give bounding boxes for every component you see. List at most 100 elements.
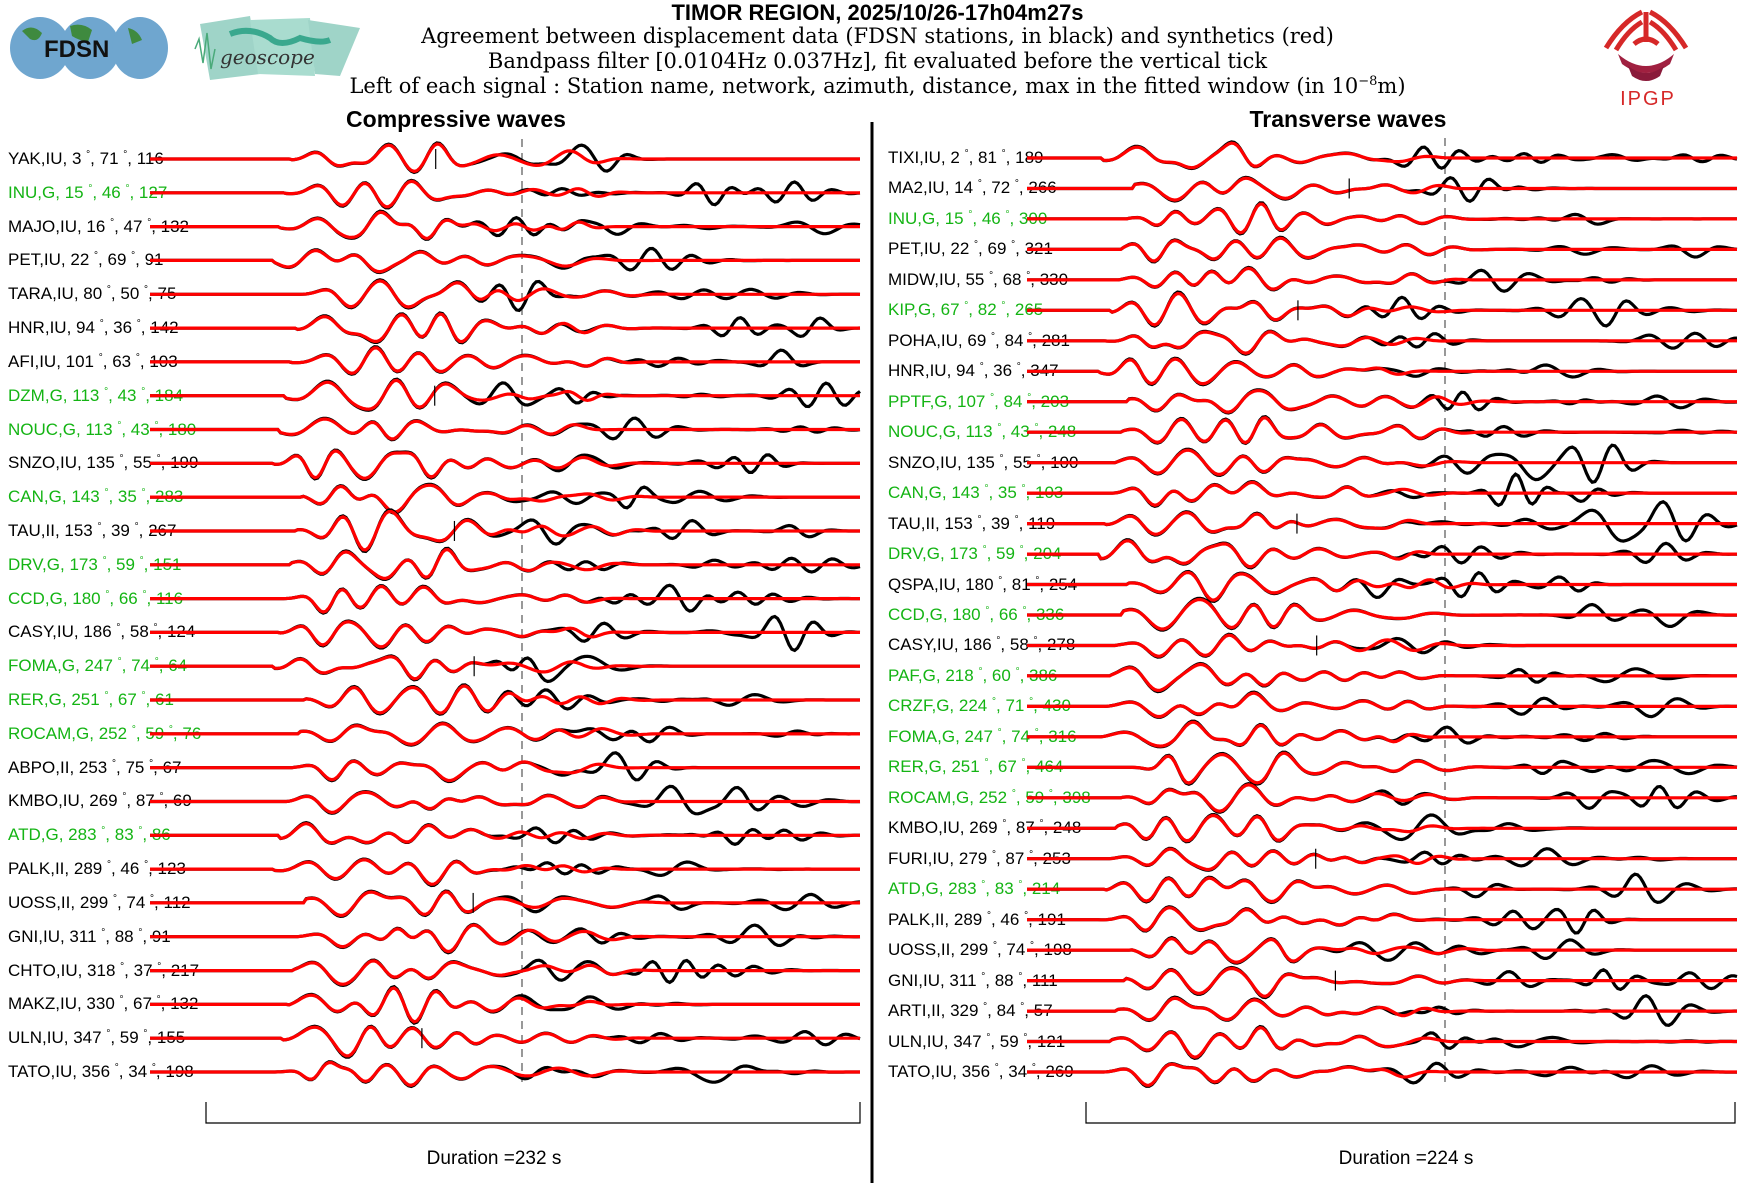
azimuth: 318 (87, 960, 116, 980)
station-label: ULN,IU, 347 °, 59 °, 121 (888, 1031, 1066, 1051)
figure-title: TIMOR REGION, 2025/10/26-17h04m27s (671, 0, 1084, 25)
synthetic-trace-dzm (150, 378, 860, 411)
azimuth: 251 (951, 757, 980, 777)
synthetic-trace-majo (150, 210, 860, 240)
azimuth: 180 (952, 605, 981, 624)
distance: 58 (1009, 635, 1029, 655)
station-name: ROCAM (888, 787, 952, 807)
synthetic-trace-tau (1027, 510, 1737, 536)
synthetic-trace-atd (150, 821, 860, 845)
distance: 66 (998, 605, 1018, 624)
azimuth: 283 (948, 879, 977, 899)
station-name: FOMA (8, 656, 58, 676)
station-label: GNI,IU, 311 °, 88 °, 111 (888, 970, 1058, 990)
distance: 71 (1005, 696, 1025, 716)
station-name: RER (8, 690, 44, 710)
distance: 34 (1008, 1062, 1028, 1081)
network: G (922, 208, 936, 228)
synthetic-trace-pet (1027, 236, 1737, 263)
station-name: PPTF (888, 391, 930, 411)
synthetic-trace-casy (150, 620, 860, 649)
network: IU (45, 149, 63, 168)
azimuth: 253 (78, 757, 108, 777)
station-label: TATO,IU, 356 °, 34 °, 269 (888, 1062, 1074, 1081)
azimuth: 269 (969, 818, 998, 838)
azimuth: 289 (953, 909, 983, 929)
subtitle-line-1: Agreement between displacement data (FDS… (421, 24, 1334, 48)
station-name: SNZO (8, 453, 56, 473)
distance: 87 (1005, 848, 1025, 868)
station-label: RER,G, 251 °, 67 °, 61 (8, 690, 174, 710)
synthetic-trace-arti (1027, 996, 1737, 1022)
azimuth: 180 (965, 574, 994, 594)
station-name: GNI (888, 970, 919, 990)
geoscope-logo: geoscope (194, 16, 360, 80)
synthetic-trace-nouc (1027, 416, 1737, 445)
azimuth: 101 (65, 351, 95, 371)
distance: 67 (997, 757, 1017, 777)
synthetic-trace-snzo (150, 449, 860, 480)
station-name: TARA (8, 284, 53, 304)
synthetic-trace-makz (150, 986, 860, 1024)
network: IU (927, 178, 945, 198)
synthetic-trace-hnr (150, 312, 860, 344)
network: G (49, 588, 63, 608)
data-trace-atd (150, 821, 860, 846)
panel-title-transverse: Transverse waves (1249, 106, 1447, 132)
station-name: DZM (8, 385, 45, 405)
network: G (922, 665, 936, 685)
synthetic-trace-abpo (150, 759, 860, 783)
azimuth: 289 (73, 859, 103, 879)
synthetic-trace-tato (1027, 1062, 1737, 1087)
synthetic-trace-uln (1027, 1026, 1737, 1059)
network: G (45, 825, 59, 845)
synthetic-trace-crzf (1027, 691, 1737, 719)
azimuth: 299 (959, 940, 989, 960)
azimuth: 22 (70, 250, 90, 270)
station-name: MIDW (888, 269, 935, 289)
station-label: ULN,IU, 347 °, 59 °, 155 (8, 1028, 186, 1048)
azimuth: 347 (953, 1031, 982, 1051)
distance: 74 (1006, 940, 1026, 960)
synthetic-trace-drv (1027, 539, 1737, 569)
station-name: CCD (8, 588, 45, 608)
station-label: ROCAM,G, 252 °, 59 °, 76 (8, 723, 202, 743)
synthetic-trace-qspa (1027, 570, 1737, 602)
exponent: −8 (1358, 74, 1378, 89)
network: IU (929, 361, 947, 381)
azimuth: 224 (958, 696, 988, 716)
station-name: PALK (888, 909, 931, 929)
fdsn-logo-text: FDSN (44, 36, 109, 63)
network: IU (932, 848, 950, 868)
station-label: TIXI,IU, 2 °, 81 °, 189 (888, 148, 1044, 167)
station-label: UOSS,II, 299 °, 74 °, 112 (8, 892, 191, 912)
distance: 88 (114, 926, 134, 946)
synthetic-trace-drv (150, 547, 860, 581)
distance: 46 (1000, 909, 1020, 929)
distance: 59 (119, 1028, 139, 1048)
station-label: INU,G, 15 °, 46 °, 300 (888, 208, 1048, 228)
station-name: FOMA (888, 726, 938, 746)
distance: 47 (123, 216, 143, 236)
network: IU (939, 452, 957, 472)
station-name: INU (8, 182, 38, 202)
distance: 66 (118, 588, 138, 608)
synthetic-trace-yak (150, 142, 860, 174)
network: G (917, 300, 932, 320)
station-label: MA2,IU, 14 °, 72 °, 266 (888, 178, 1057, 198)
synthetic-trace-tau (150, 509, 860, 552)
station-label: CHTO,IU, 318 °, 37 °, 217 (8, 960, 200, 980)
station-label: PALK,II, 289 °, 46 °, 191 (888, 909, 1066, 929)
station-label: SNZO,IU, 135 °, 55 °, 199 (8, 453, 199, 473)
network: IU (942, 818, 960, 838)
azimuth: 15 (64, 182, 84, 202)
duration-label-transverse: Duration =224 s (1338, 1148, 1474, 1169)
distance: 82 (977, 300, 997, 320)
network: G (929, 605, 943, 624)
station-label: INU,G, 15 °, 46 °, 127 (8, 182, 168, 202)
synthetic-trace-uoss (150, 890, 860, 918)
data-trace-uln (150, 1024, 861, 1059)
azimuth: 173 (949, 544, 978, 564)
station-name: MAKZ (8, 994, 56, 1014)
station-label: HNR,IU, 94 °, 36 °, 347 (888, 361, 1059, 381)
